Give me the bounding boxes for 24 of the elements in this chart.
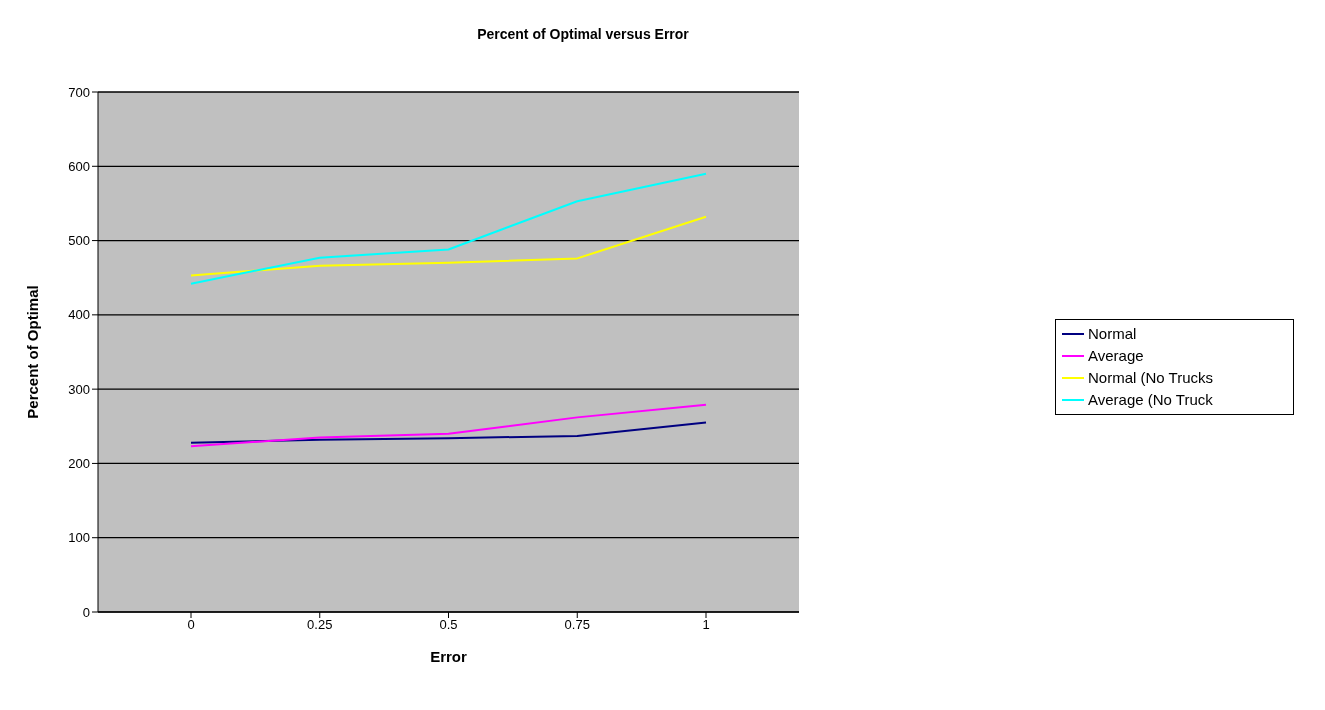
legend-label: Average (No Truck	[1088, 390, 1213, 410]
legend-label: Normal (No Trucks	[1088, 368, 1214, 388]
legend-label: Normal	[1088, 324, 1137, 344]
line-series	[190, 421, 707, 444]
line-series	[190, 215, 707, 277]
y-tick-label: 700	[68, 84, 90, 100]
x-tick-label: 1	[702, 617, 710, 633]
chart-title: Percent of Optimal versus Error	[476, 25, 690, 42]
line-series	[190, 403, 707, 448]
y-tick-label: 500	[68, 233, 90, 249]
y-axis-title: Percent of Optimal	[24, 285, 42, 419]
y-tick-label: 100	[68, 530, 90, 546]
y-tick-label: 400	[68, 307, 90, 323]
y-tick-label: 300	[68, 381, 90, 397]
x-tick-label: 0	[187, 617, 195, 633]
x-tick-label: 0.75	[564, 617, 590, 633]
x-tick-label: 0.25	[307, 617, 333, 633]
line-series	[190, 172, 707, 285]
legend-label: Average	[1088, 346, 1144, 366]
y-tick-label: 600	[68, 158, 90, 174]
y-tick-label: 0	[82, 604, 90, 620]
x-axis-title: Error	[430, 648, 467, 665]
x-tick-label: 0.5	[439, 617, 458, 633]
y-tick-label: 200	[68, 456, 90, 472]
